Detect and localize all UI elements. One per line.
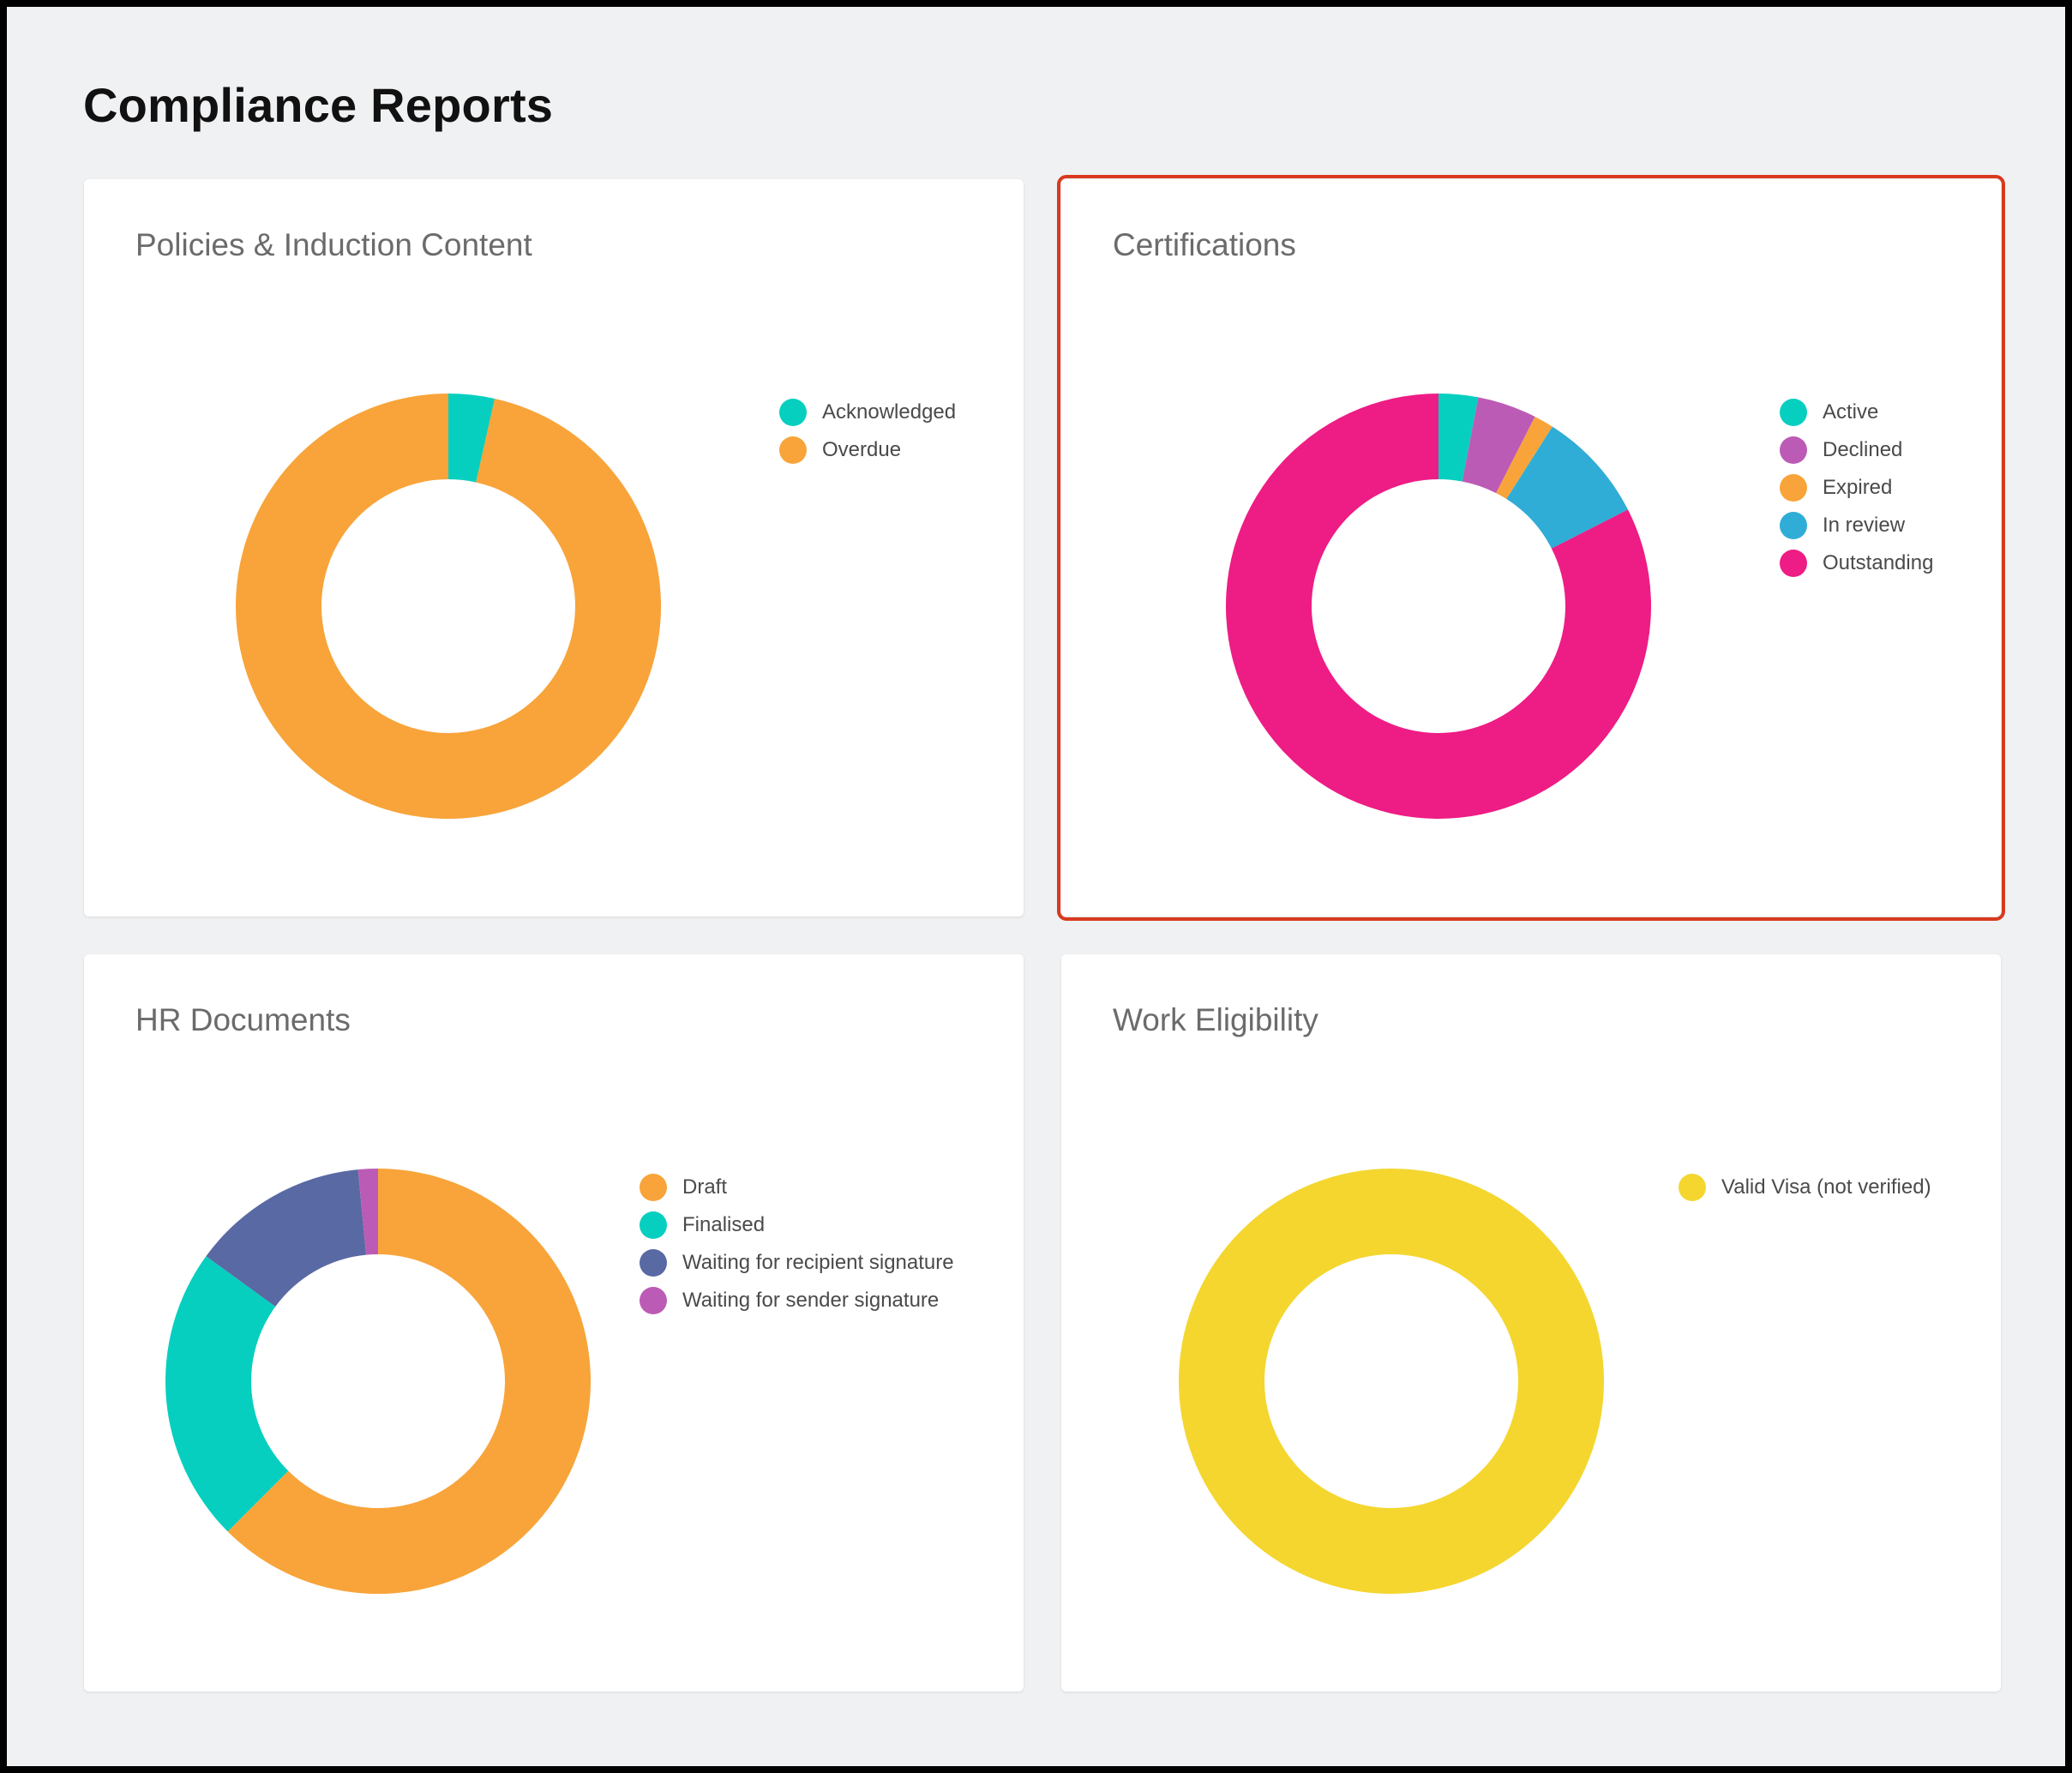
chart-legend: Acknowledged Overdue [779, 394, 956, 469]
legend-item-in-review[interactable]: In review [1780, 507, 1933, 544]
legend-item-declined[interactable]: Declined [1780, 431, 1933, 469]
hr-documents-report-card[interactable]: HR Documents Draft Finalised Waiting for r… [84, 954, 1024, 1692]
certifications-report-card[interactable]: Certifications Active Declined Expired In r… [1057, 175, 2005, 921]
legend-label: Declined [1823, 438, 1903, 461]
legend-item-expired[interactable]: Expired [1780, 469, 1933, 507]
donut-slice-valid-visa-not-verified[interactable] [1179, 1169, 1604, 1594]
work-eligibility-donut-chart[interactable] [1177, 1167, 1606, 1596]
compliance-reports-page: Compliance Reports Policies & Induction … [7, 7, 2065, 1766]
donut-slice-waiting-for-recipient-signature[interactable] [206, 1169, 367, 1307]
legend-swatch [1780, 436, 1807, 464]
donut-slice-outstanding[interactable] [1226, 394, 1651, 819]
card-title: Policies & Induction Content [135, 227, 532, 262]
card-title: HR Documents [135, 1002, 351, 1037]
legend-item-finalised[interactable]: Finalised [640, 1206, 954, 1244]
donut-slice-active[interactable] [1438, 394, 1479, 482]
legend-swatch [1780, 474, 1807, 502]
legend-label: Expired [1823, 476, 1893, 499]
legend-label: Draft [682, 1175, 728, 1199]
legend-swatch [779, 436, 807, 464]
donut-slice-finalised[interactable] [165, 1256, 289, 1532]
legend-label: In review [1823, 514, 1906, 537]
policies-donut-chart[interactable] [234, 392, 663, 820]
donut-slice-acknowledged[interactable] [448, 394, 495, 483]
legend-label: Valid Visa (not verified) [1721, 1175, 1931, 1199]
donut-slice-draft[interactable] [227, 1169, 591, 1594]
legend-label: Overdue [822, 438, 902, 461]
policies-report-card[interactable]: Policies & Induction Content Acknowledge… [84, 179, 1024, 917]
chart-legend: Draft Finalised Waiting for recipient sign… [640, 1169, 954, 1319]
donut-slice-expired[interactable] [1496, 417, 1552, 500]
page-title: Compliance Reports [83, 78, 554, 132]
legend-swatch [1679, 1174, 1706, 1201]
donut-slice-waiting-for-sender-signature[interactable] [357, 1169, 378, 1255]
legend-swatch [640, 1211, 667, 1239]
donut-slice-overdue[interactable] [236, 394, 661, 819]
legend-swatch [1780, 399, 1807, 426]
chart-legend: Active Declined Expired In review Outstandin… [1780, 394, 1933, 582]
donut-slice-declined[interactable] [1462, 397, 1535, 494]
legend-label: Finalised [682, 1213, 766, 1236]
legend-label: Acknowledged [822, 400, 957, 424]
legend-item-waiting-for-sender-signature[interactable]: Waiting for sender signature [640, 1282, 954, 1319]
legend-swatch [779, 399, 807, 426]
card-title: Work Eligibility [1113, 1002, 1318, 1037]
chart-legend: Valid Visa (not verified) [1679, 1169, 1931, 1206]
legend-swatch [1780, 512, 1807, 539]
legend-item-draft[interactable]: Draft [640, 1169, 954, 1206]
legend-label: Waiting for sender signature [682, 1289, 940, 1312]
legend-swatch [640, 1287, 667, 1314]
donut-slice-in-review[interactable] [1506, 426, 1628, 549]
legend-swatch [640, 1249, 667, 1277]
legend-item-overdue[interactable]: Overdue [779, 431, 956, 469]
legend-label: Active [1823, 400, 1879, 424]
legend-item-outstanding[interactable]: Outstanding [1780, 544, 1933, 582]
legend-swatch [1780, 550, 1807, 577]
card-title: Certifications [1113, 227, 1296, 262]
hr-documents-donut-chart[interactable] [164, 1167, 592, 1596]
legend-label: Waiting for recipient signature [682, 1251, 954, 1274]
work-eligibility-report-card[interactable]: Work Eligibility Valid Visa (not verifie… [1061, 954, 2001, 1692]
legend-swatch [640, 1174, 667, 1201]
legend-item-valid-visa-not-verified[interactable]: Valid Visa (not verified) [1679, 1169, 1931, 1206]
legend-label: Outstanding [1823, 551, 1934, 574]
certifications-donut-chart[interactable] [1224, 392, 1653, 820]
legend-item-waiting-for-recipient-signature[interactable]: Waiting for recipient signature [640, 1244, 954, 1282]
legend-item-active[interactable]: Active [1780, 394, 1933, 431]
legend-item-acknowledged[interactable]: Acknowledged [779, 394, 956, 431]
